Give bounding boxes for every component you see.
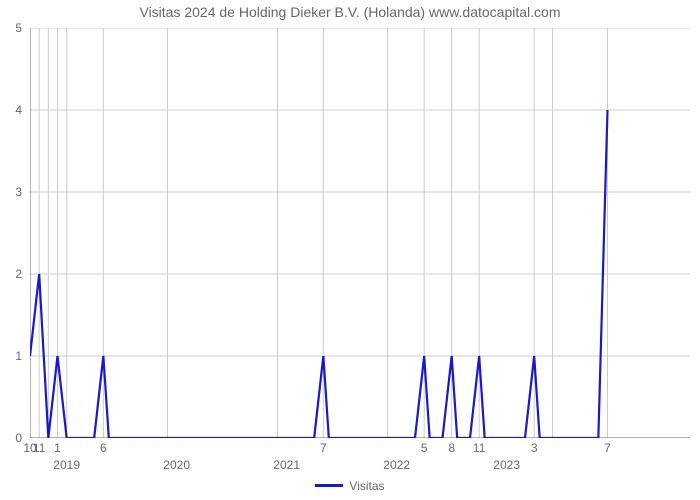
x-tick-label: 11	[464, 441, 494, 455]
x-tick-label: 6	[88, 441, 118, 455]
x-tick-label: 5	[409, 441, 439, 455]
y-tick-label: 3	[0, 185, 22, 199]
x-year-label: 2020	[152, 458, 202, 472]
x-year-label: 2019	[42, 458, 92, 472]
y-tick-label: 5	[0, 21, 22, 35]
chart-plot	[30, 28, 690, 438]
x-year-label: 2023	[482, 458, 532, 472]
y-tick-label: 2	[0, 267, 22, 281]
x-tick-label: 1	[43, 441, 73, 455]
chart-title: Visitas 2024 de Holding Dieker B.V. (Hol…	[0, 4, 700, 20]
x-tick-label: 7	[593, 441, 623, 455]
legend-label: Visitas	[349, 479, 384, 493]
x-year-label: 2021	[262, 458, 312, 472]
legend: Visitas	[0, 478, 700, 493]
x-tick-label: 8	[437, 441, 467, 455]
x-year-label: 2022	[372, 458, 422, 472]
legend-swatch	[315, 484, 343, 487]
y-tick-label: 1	[0, 349, 22, 363]
x-tick-label: 3	[519, 441, 549, 455]
x-tick-label: 7	[308, 441, 338, 455]
y-tick-label: 4	[0, 103, 22, 117]
